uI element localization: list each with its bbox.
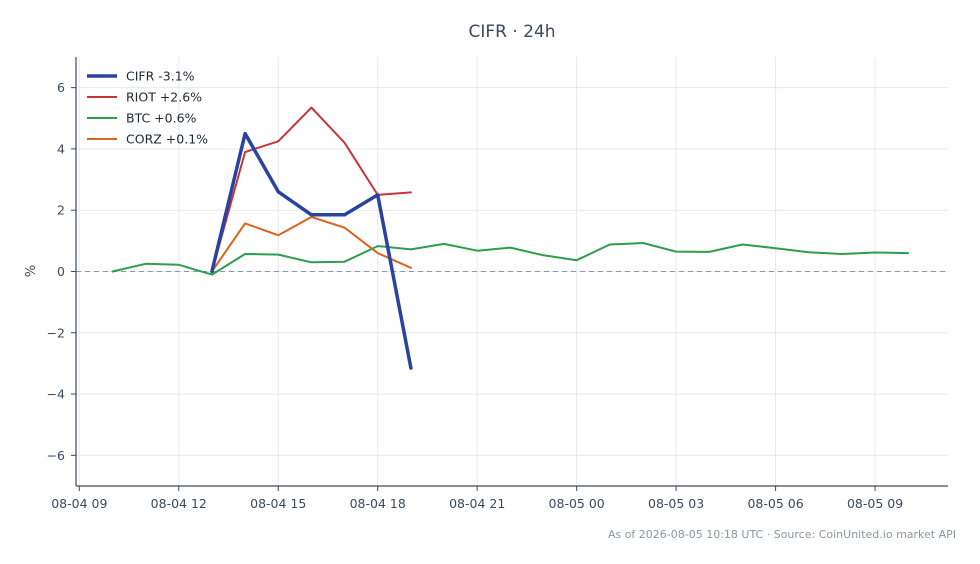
legend-label: CIFR -3.1% xyxy=(126,69,195,84)
y-tick-label: −6 xyxy=(47,448,65,463)
legend-label: BTC +0.6% xyxy=(126,111,197,126)
x-tick-label: 08-05 00 xyxy=(549,496,605,511)
legend: CIFR -3.1% RIOT +2.6% BTC +0.6% CORZ +0.1% xyxy=(87,69,208,147)
y-tick-label: −4 xyxy=(47,387,65,402)
series-line-cifr xyxy=(210,131,413,370)
x-tick-label: 08-04 15 xyxy=(250,496,306,511)
legend-label: RIOT +2.6% xyxy=(126,90,202,105)
x-ticks: 08-04 09 08-04 12 08-04 15 08-04 18 08-04 21… xyxy=(51,486,903,511)
chart-title: CIFR · 24h xyxy=(468,22,555,42)
x-tick-label: 08-04 12 xyxy=(151,496,207,511)
y-ticks: −6 −4 −2 0 2 4 6 xyxy=(47,80,76,463)
x-tick-label: 08-05 03 xyxy=(648,496,704,511)
grid xyxy=(76,57,948,486)
series-lines xyxy=(111,106,910,370)
x-tick-label: 08-05 06 xyxy=(747,496,803,511)
legend-label: CORZ +0.1% xyxy=(126,132,208,147)
footer-source: As of 2026-08-05 10:18 UTC · Source: Coi… xyxy=(608,528,956,541)
y-tick-label: 4 xyxy=(57,141,65,156)
y-tick-label: 6 xyxy=(57,80,65,95)
x-tick-label: 08-04 09 xyxy=(51,496,107,511)
series-line-corz xyxy=(210,216,412,273)
y-tick-label: 0 xyxy=(57,264,65,279)
y-axis-label: % xyxy=(24,265,39,277)
y-tick-label: −2 xyxy=(47,325,65,340)
y-tick-label: 2 xyxy=(57,203,65,218)
x-tick-label: 08-05 09 xyxy=(847,496,903,511)
series-line-btc xyxy=(111,242,910,276)
x-tick-label: 08-04 21 xyxy=(449,496,505,511)
x-tick-label: 08-04 18 xyxy=(350,496,406,511)
